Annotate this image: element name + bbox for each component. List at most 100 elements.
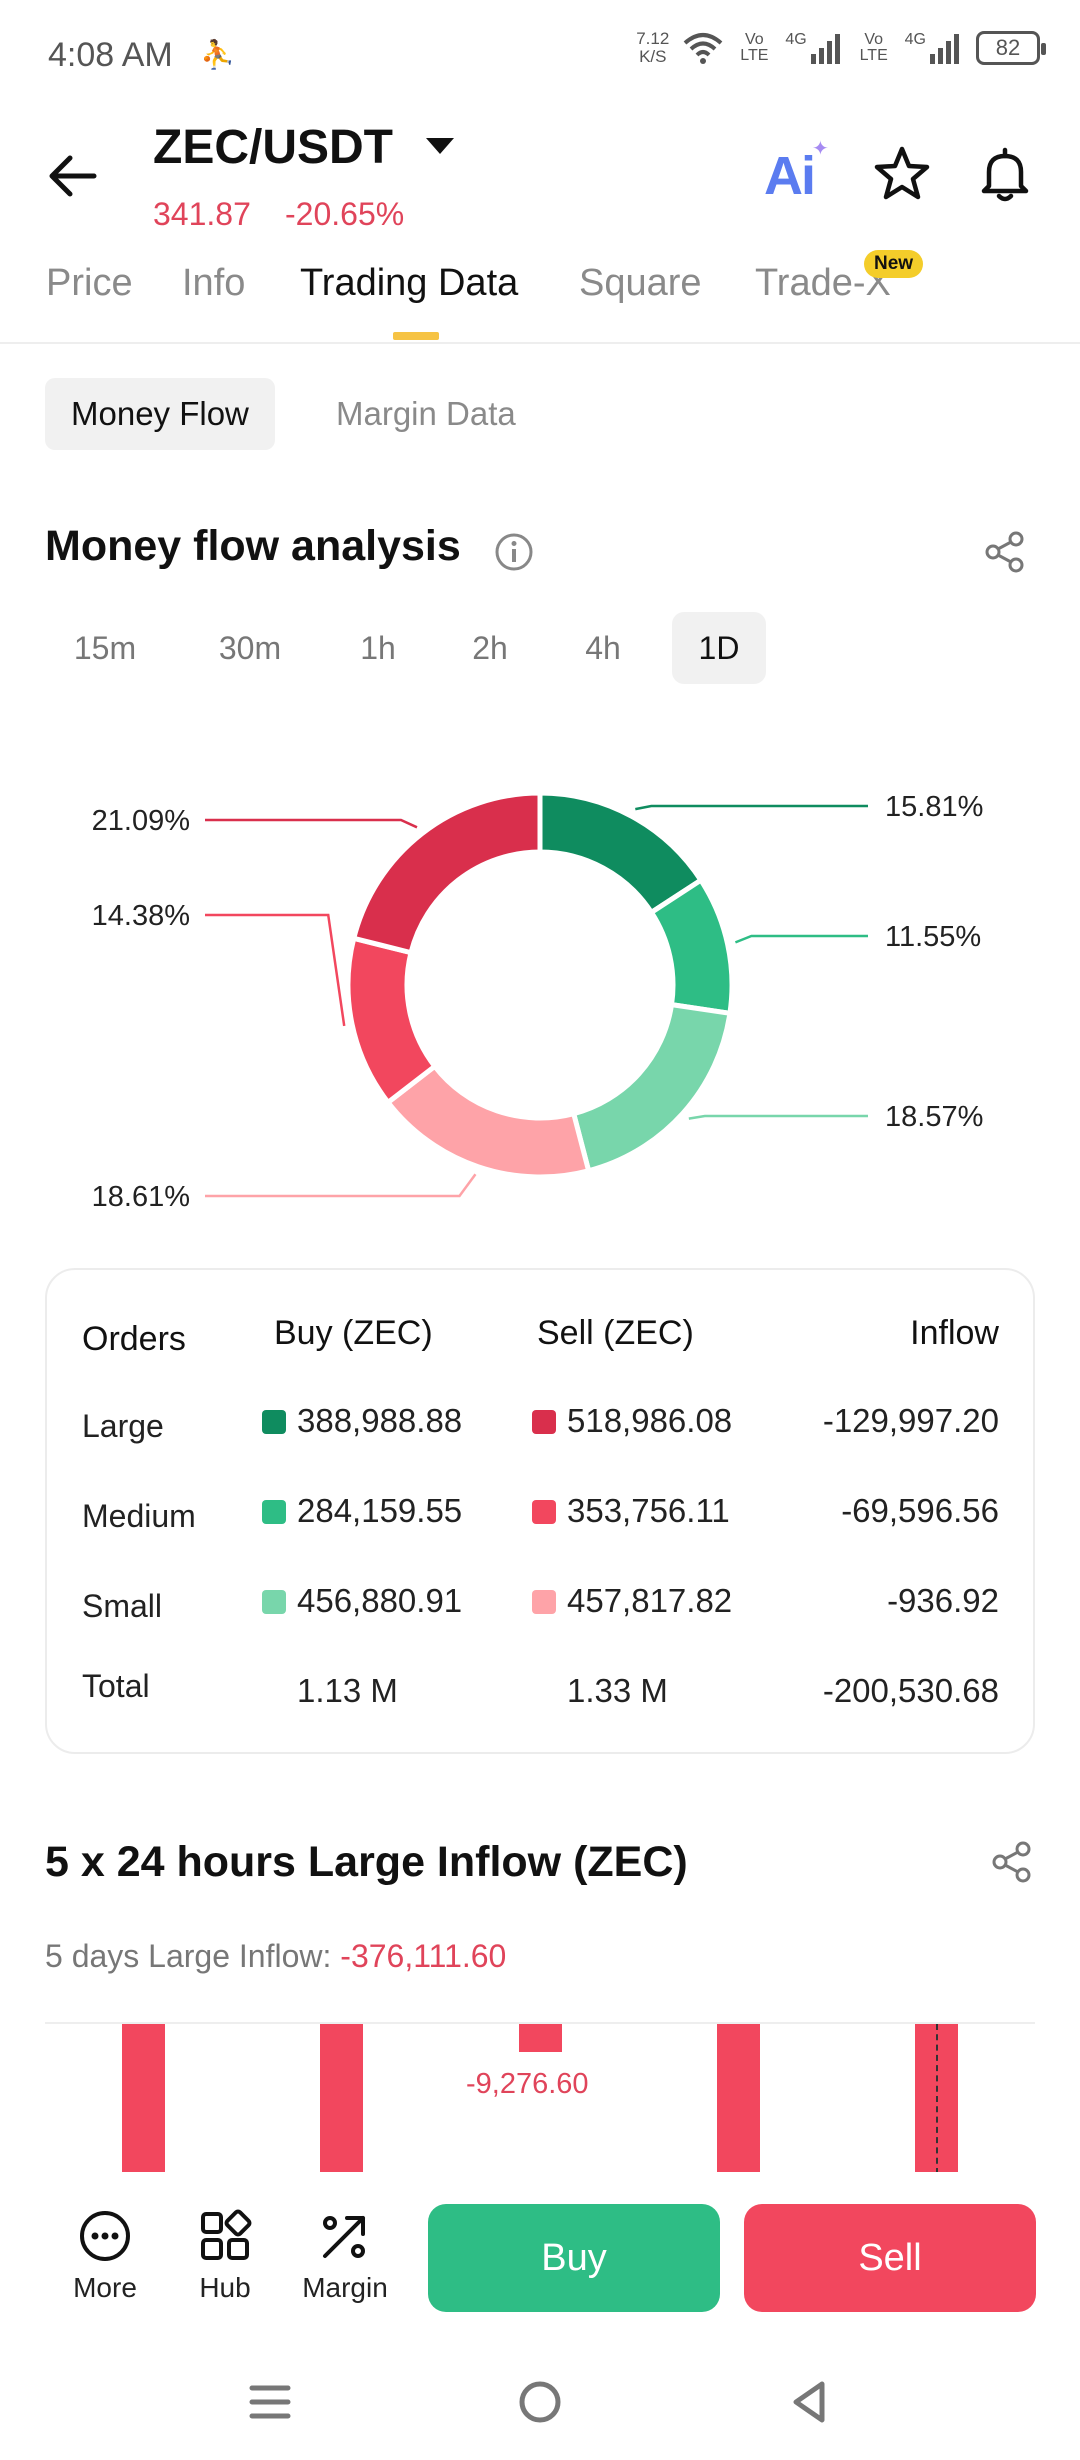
donut-leader-line [635,804,868,811]
margin-label: Margin [302,2272,388,2303]
sell-button[interactable]: Sell [744,2204,1036,2312]
header-inflow: Inflow [910,1314,999,1352]
donut-percent-label: 21.09% [92,805,190,837]
large-inflow-bar-chart: -9,276.60 [45,2022,1035,2172]
hub-icon [201,2209,252,2260]
home-icon[interactable] [510,2372,570,2432]
total-sell-value: 1.33 M [567,1672,668,1709]
swatch-large-buy [262,1410,286,1434]
crosshair-line [936,2024,938,2172]
donut-leader-line [205,913,346,1027]
ai-sparkle-icon: ✦ [812,138,829,160]
buy-button[interactable]: Buy [428,2204,720,2312]
money-flow-donut-chart: 15.81% 11.55% 18.57% 18.61% 14.38% 21.09% [92,790,983,1213]
speed-unit: K/S [639,47,667,66]
donut-leader-line [688,1114,868,1120]
tab-info[interactable]: Info [182,262,246,304]
donut-slice-small-sell[interactable] [384,1062,592,1180]
share-icon-large-inflow[interactable] [990,1840,1034,1884]
swatch-large-sell [532,1410,556,1434]
medium-buy-value: 284,159.55 [297,1492,463,1529]
donut-percent-label: 18.61% [92,1181,190,1213]
money-flow-title: Money flow analysis [45,522,461,570]
sim2-label: Vo LTE [859,31,888,64]
inflow-bar-label: -9,276.60 [466,2068,589,2100]
small-buy-value: 456,880.91 [297,1582,463,1619]
margin-icon [323,2216,365,2258]
tab-price[interactable]: Price [46,262,133,304]
donut-percent-label: 18.57% [885,1101,983,1133]
donut-slice-small-buy[interactable] [570,1001,733,1174]
more-label: More [73,2272,137,2303]
recent-apps-icon[interactable] [240,2372,300,2432]
interval-4h[interactable]: 4h [585,630,621,666]
interval-15m[interactable]: 15m [73,630,137,666]
bottom-action-bar: More Hub Margin Buy Sell [0,2172,1080,2332]
orders-table: Orders Buy (ZEC) Sell (ZEC) Inflow Large… [45,1268,1035,1754]
status-bar: 4:08 AM ⛹ 7.12 K/S Vo LTE 4G Vo LTE 4G 8… [0,0,1080,110]
header-sell: Sell (ZEC) [537,1314,694,1352]
medium-sell-value: 353,756.11 [567,1492,730,1529]
row-label-large: Large [82,1408,164,1444]
donut-percent-label: 14.38% [92,900,190,932]
swatch-medium-sell [532,1500,556,1524]
active-tab-indicator [393,332,439,340]
medium-inflow-value: -69,596.56 [841,1492,999,1529]
more-icon [80,2211,130,2261]
interval-30m[interactable]: 30m [218,630,282,666]
info-icon[interactable] [494,532,534,572]
donut-slice-large-sell[interactable] [350,790,543,956]
tab-trading-data[interactable]: Trading Data [300,262,519,304]
large-inflow-value: -129,997.20 [822,1402,999,1439]
donut-percent-label: 11.55% [885,921,981,953]
sim1-net: 4G [785,31,807,48]
sim1-label: Vo LTE [740,31,769,64]
interval-2h[interactable]: 2h [472,630,508,666]
subtab-money-flow[interactable]: Money Flow [45,378,275,450]
small-sell-value: 457,817.82 [567,1582,733,1619]
tab-square[interactable]: Square [579,262,702,304]
header-orders: Orders [82,1320,186,1358]
donut-leader-line [205,818,418,829]
five-days-inflow: 5 days Large Inflow: -376,111.60 [45,1938,506,1975]
donut-slice-medium-sell[interactable] [345,935,439,1106]
new-badge: New [864,250,924,278]
back-nav-icon[interactable] [780,2372,840,2432]
total-buy-value: 1.13 M [297,1672,398,1709]
inflow-bar-day-4 [717,2024,760,2172]
sim1-signal-icon: 4G [785,32,842,64]
hub-label: Hub [199,2272,251,2303]
system-nav-bar [0,2340,1080,2460]
pair-title[interactable]: ZEC/USDT [153,121,393,174]
swatch-small-buy [262,1590,286,1614]
pair-dropdown-caret-icon[interactable] [426,138,454,154]
margin-button[interactable]: Margin [295,2208,395,2304]
hub-button[interactable]: Hub [175,2208,275,2304]
more-button[interactable]: More [55,2208,155,2304]
share-icon[interactable] [983,530,1027,574]
status-icons: 7.12 K/S Vo LTE 4G Vo LTE 4G 82 [636,30,1046,66]
interval-1h[interactable]: 1h [360,630,396,666]
network-speed: 7.12 K/S [636,30,669,66]
row-label-medium: Medium [82,1498,196,1534]
ai-assistant-icon[interactable]: Ai [764,146,816,206]
speed-value: 7.12 [636,29,670,48]
price-change: -20.65% [285,196,405,232]
total-inflow-value: -200,530.68 [822,1672,999,1709]
donut-percent-label: 15.81% [885,791,983,823]
battery-icon: 82 [976,31,1046,65]
donut-leader-line [734,934,868,944]
five-days-inflow-value: -376,111.60 [340,1938,507,1974]
large-inflow-title: 5 x 24 hours Large Inflow (ZEC) [45,1838,688,1886]
swatch-medium-buy [262,1500,286,1524]
subtab-margin-data[interactable]: Margin Data [336,395,516,432]
back-arrow-icon[interactable] [44,148,100,204]
small-inflow-value: -936.92 [887,1582,999,1619]
favorite-star-icon[interactable] [872,144,932,204]
status-time: 4:08 AM [48,36,173,74]
notification-bell-icon[interactable] [975,144,1035,204]
last-price: 341.87 [153,196,251,232]
interval-1d[interactable]: 1D [672,612,766,684]
large-sell-value: 518,986.08 [567,1402,733,1439]
row-label-small: Small [82,1588,163,1624]
